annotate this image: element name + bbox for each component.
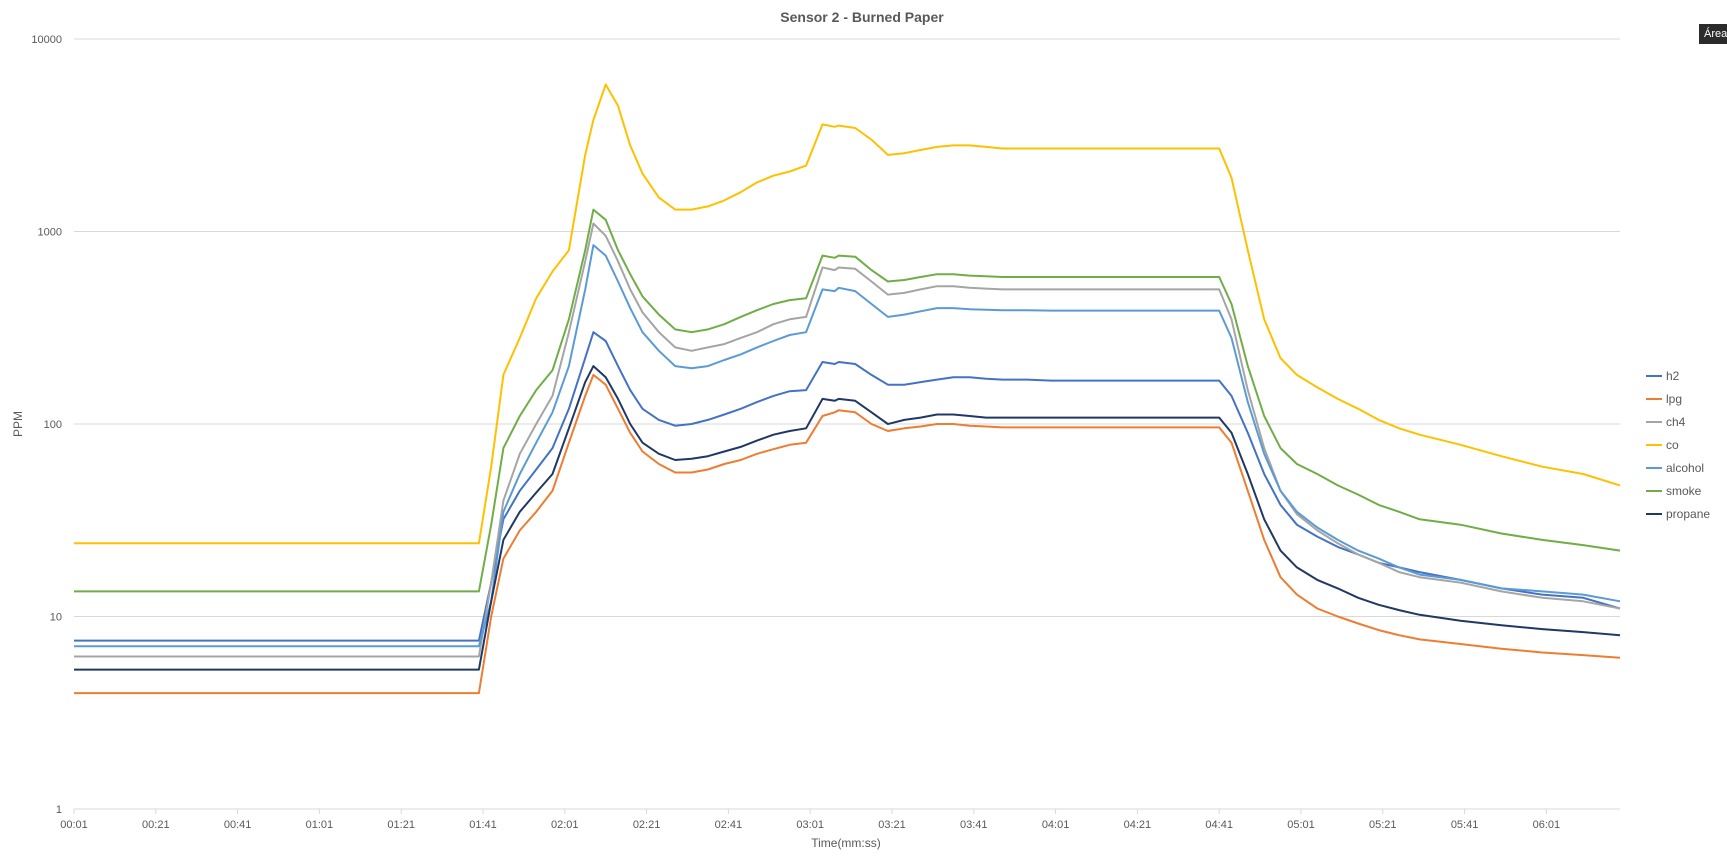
legend-label: smoke [1666, 484, 1702, 498]
x-tick-label: 04:01 [1042, 819, 1070, 831]
legend-label: alcohol [1666, 461, 1704, 475]
legend-label: co [1666, 438, 1679, 452]
legend-label: propane [1666, 507, 1710, 521]
series-line-lpg [74, 373, 1621, 695]
x-tick-label: 00:41 [224, 819, 252, 831]
series-line-smoke [74, 208, 1621, 593]
y-tick-label: 10 [50, 612, 62, 624]
x-tick-label: 02:21 [633, 819, 661, 831]
x-axis-ticks: 00:01 00:21 00:41 01:01 01:21 01:41 02:01 02:21… [60, 809, 1560, 831]
y-tick-label: 1 [56, 804, 62, 816]
x-tick-label: 03:01 [796, 819, 824, 831]
x-tick-label: 05:41 [1451, 819, 1479, 831]
x-axis-label: Time(mm:ss) [811, 836, 881, 850]
y-tick-label: 10000 [31, 34, 62, 46]
x-tick-label: 00:01 [60, 819, 88, 831]
chart-title: Sensor 2 - Burned Paper [780, 9, 944, 25]
series-line-h2 [74, 331, 1621, 642]
y-axis-label: PPM [11, 411, 25, 437]
x-tick-label: 04:21 [1124, 819, 1152, 831]
legend-label: ch4 [1666, 415, 1686, 429]
series-line-propane [74, 365, 1621, 671]
x-tick-label: 04:41 [1205, 819, 1233, 831]
x-tick-label: 05:21 [1369, 819, 1397, 831]
series-line-co [74, 83, 1621, 545]
x-tick-label: 02:41 [715, 819, 743, 831]
legend-label: lpg [1666, 392, 1682, 406]
series-line-ch4 [74, 222, 1621, 658]
x-tick-label: 00:21 [142, 819, 170, 831]
x-tick-label: 01:21 [387, 819, 415, 831]
y-tick-label: 1000 [38, 227, 62, 239]
x-tick-label: 03:21 [878, 819, 906, 831]
x-tick-label: 03:41 [960, 819, 988, 831]
y-tick-label: 100 [44, 419, 62, 431]
series-lines [74, 83, 1621, 695]
x-tick-label: 05:01 [1287, 819, 1315, 831]
legend: h2 lpg ch4 co alcohol smoke propane [1646, 369, 1710, 521]
x-tick-label: 06:01 [1533, 819, 1561, 831]
x-tick-label: 02:01 [551, 819, 579, 831]
y-axis-ticks: 1 10 100 1000 10000 [31, 34, 62, 816]
x-tick-label: 01:41 [469, 819, 497, 831]
legend-label: h2 [1666, 369, 1680, 383]
x-tick-label: 01:01 [306, 819, 334, 831]
series-line-alcohol [74, 244, 1621, 648]
tooltip: Área [1699, 24, 1727, 44]
